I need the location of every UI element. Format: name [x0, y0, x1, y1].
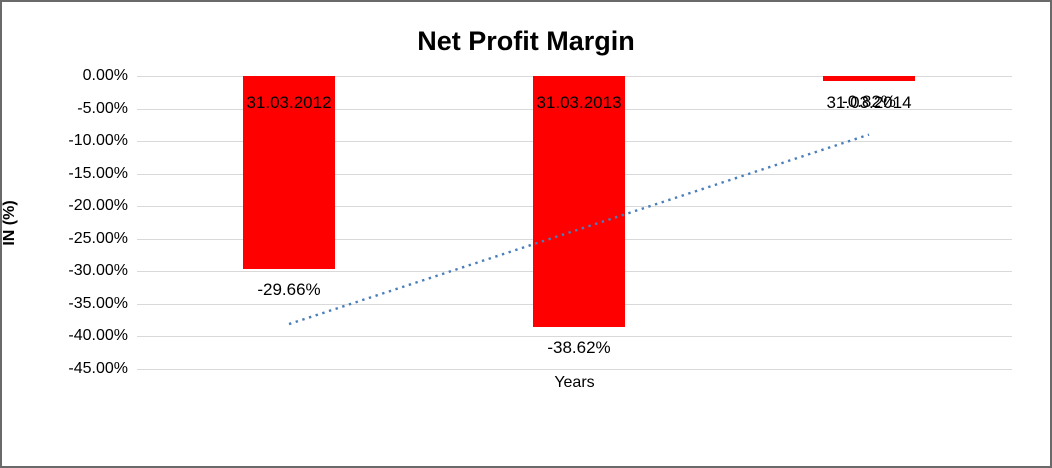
- bar: [533, 76, 625, 328]
- trendline-path: [288, 133, 870, 326]
- y-tick-label: -10.00%: [68, 132, 128, 150]
- category-label: 31.03.2012: [246, 93, 332, 112]
- y-tick-label: -40.00%: [68, 327, 128, 345]
- chart-title: Net Profit Margin: [417, 26, 635, 56]
- y-tick-label: -25.00%: [68, 229, 128, 247]
- y-tick-label: -45.00%: [68, 360, 128, 377]
- gridline: [137, 369, 1012, 370]
- category-label: 31.03.2014: [826, 93, 912, 112]
- y-tick-label: -5.00%: [77, 99, 128, 117]
- y-tick-label: -35.00%: [68, 294, 128, 312]
- bar: [243, 76, 335, 270]
- y-tick-label: -15.00%: [68, 164, 128, 182]
- y-tick-label: -30.00%: [68, 262, 128, 280]
- x-axis-title: Years: [554, 374, 595, 391]
- value-label: -38.62%: [547, 338, 611, 358]
- y-tick-label: -20.00%: [68, 197, 128, 215]
- value-label: -0.82%: [842, 92, 896, 112]
- value-label: -29.66%: [257, 280, 321, 300]
- category-label: 31.03.2013: [536, 93, 622, 112]
- y-tick-label: 0.00%: [82, 67, 128, 84]
- bar: [823, 76, 915, 82]
- gridline: [137, 336, 1012, 338]
